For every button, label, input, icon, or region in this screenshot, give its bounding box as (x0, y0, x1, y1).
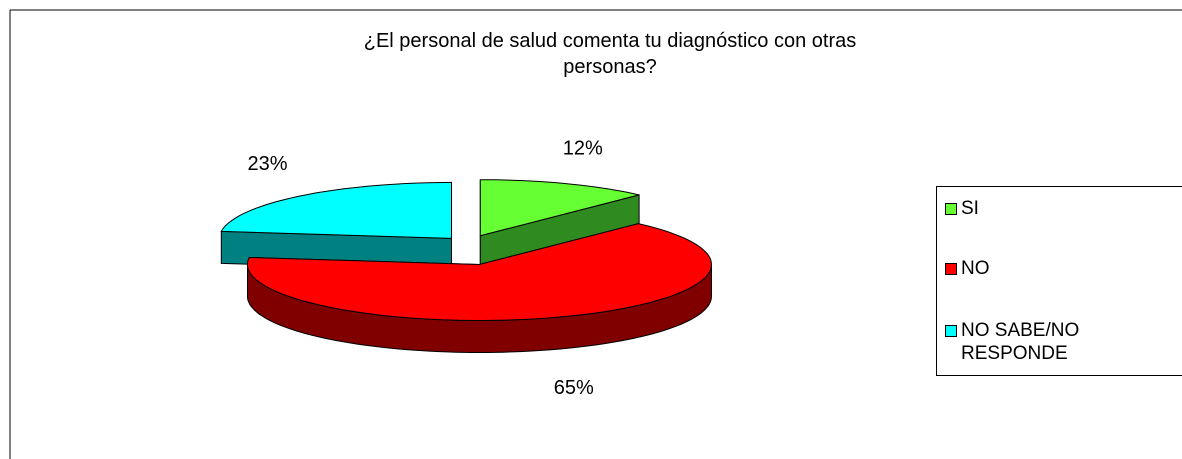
slice (247, 223, 713, 321)
data-label: 12% (563, 138, 603, 160)
chart-title: ¿El personal de salud comenta tu diagnós… (363, 30, 857, 78)
slice (220, 181, 452, 239)
legend-label: SI (961, 198, 979, 219)
data-label: 65% (554, 377, 594, 399)
slice (479, 179, 640, 237)
legend-swatch (945, 263, 957, 275)
legend-swatch (945, 203, 957, 215)
legend-label: NO (961, 258, 990, 279)
legend-swatch (945, 325, 957, 337)
legend: SI NO NO SABE/NO RESPONDE (936, 186, 1182, 376)
legend-item: NO SABE/NO RESPONDE (945, 319, 1079, 365)
legend-label: NO SABE/NO RESPONDE (961, 320, 1080, 364)
legend-item: SI (945, 197, 979, 220)
data-label: 23% (247, 153, 287, 175)
legend-item: NO (945, 257, 990, 280)
